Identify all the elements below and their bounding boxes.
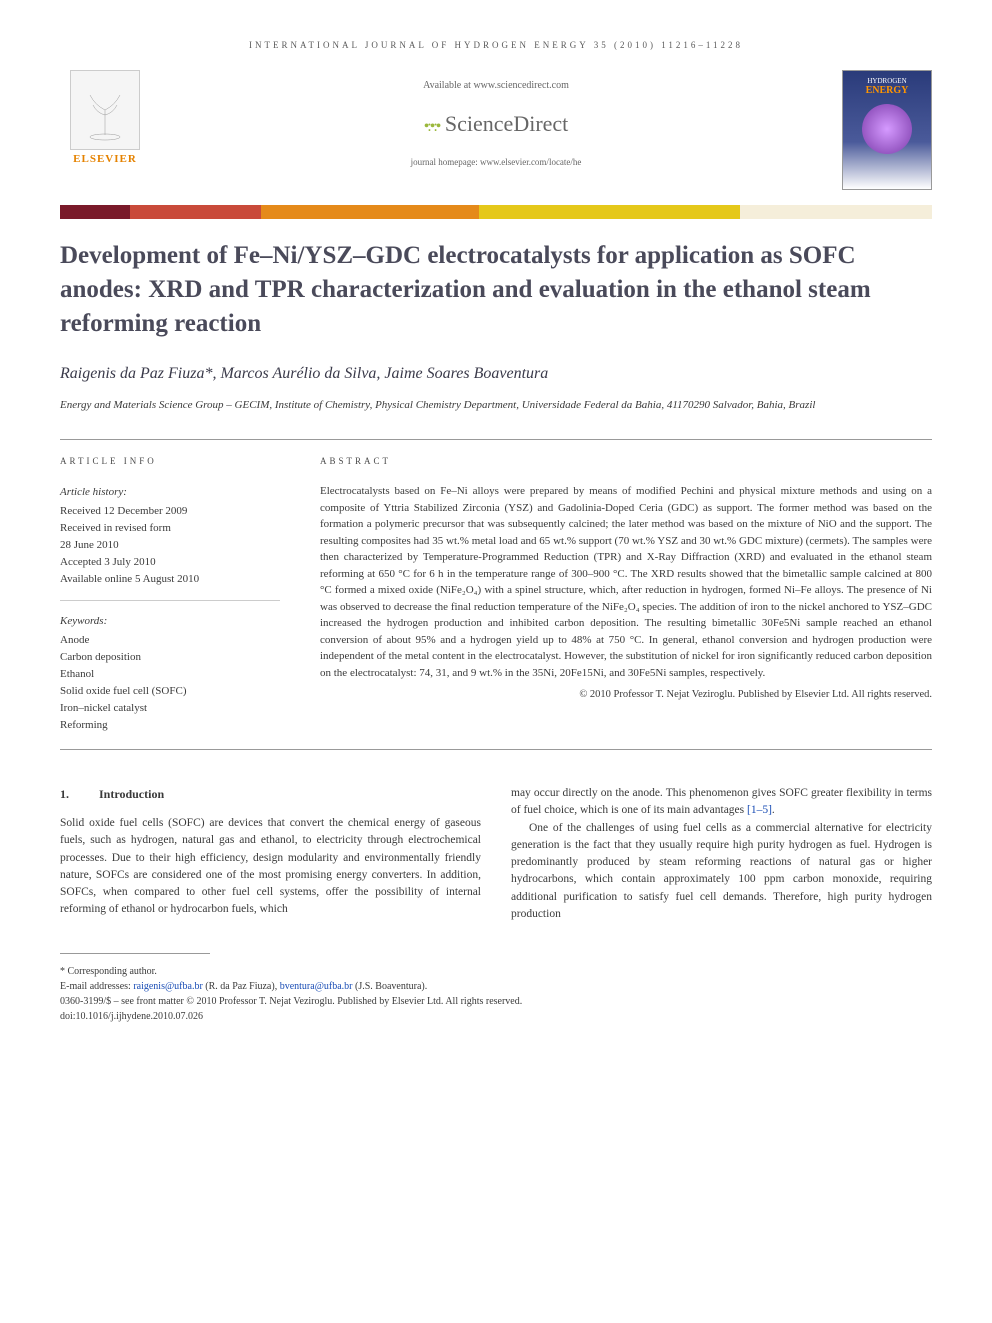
keyword-line: Ethanol xyxy=(60,666,280,683)
keywords-label: Keywords: xyxy=(60,613,280,630)
abstract-heading: ABSTRACT xyxy=(320,455,932,469)
sciencedirect-text: ScienceDirect xyxy=(445,111,568,136)
abstract-copyright: © 2010 Professor T. Nejat Veziroglu. Pub… xyxy=(320,687,932,703)
keyword-line: Reforming xyxy=(60,717,280,734)
cover-line1: HYDROGEN xyxy=(867,77,906,85)
color-seg-3 xyxy=(479,205,741,219)
abstract-column: ABSTRACT Electrocatalysts based on Fe–Ni… xyxy=(320,455,932,735)
body-text: may occur directly on the anode. This ph… xyxy=(511,787,932,816)
sciencedirect-dots-icon: •:•:• xyxy=(424,118,440,135)
keyword-line: Solid oxide fuel cell (SOFC) xyxy=(60,683,280,700)
history-line: Received 12 December 2009 xyxy=(60,503,280,520)
elsevier-logo-block: ELSEVIER xyxy=(60,70,150,165)
color-seg-0 xyxy=(60,205,130,219)
history-line: Accepted 3 July 2010 xyxy=(60,554,280,571)
body-paragraph: One of the challenges of using fuel cell… xyxy=(511,820,932,924)
footer-divider xyxy=(60,953,210,954)
history-line: Received in revised form xyxy=(60,520,280,537)
body-column-right: may occur directly on the anode. This ph… xyxy=(511,785,932,923)
doi-line: doi:10.1016/j.ijhydene.2010.07.026 xyxy=(60,1009,932,1024)
color-seg-4 xyxy=(740,205,932,219)
authors-line: Raigenis da Paz Fiuza*, Marcos Aurélio d… xyxy=(60,365,932,383)
email-name: (R. da Paz Fiuza), xyxy=(203,981,280,992)
available-at-text: Available at www.sciencedirect.com xyxy=(150,80,842,91)
banner-center: Available at www.sciencedirect.com •:•:•… xyxy=(150,70,842,177)
email-link[interactable]: bventura@ufba.br xyxy=(280,981,353,992)
abstract-text: Electrocatalysts based on Fe–Ni alloys w… xyxy=(320,483,932,681)
article-info-heading: ARTICLE INFO xyxy=(60,455,280,469)
section-heading: 1. Introduction xyxy=(60,785,481,803)
keyword-line: Iron–nickel catalyst xyxy=(60,700,280,717)
history-line: Available online 5 August 2010 xyxy=(60,571,280,588)
cover-circle-graphic xyxy=(862,104,912,154)
body-text: . xyxy=(772,804,775,816)
keyword-line: Carbon deposition xyxy=(60,649,280,666)
color-seg-1 xyxy=(130,205,261,219)
email-line: E-mail addresses: raigenis@ufba.br (R. d… xyxy=(60,979,932,994)
body-columns: 1. Introduction Solid oxide fuel cells (… xyxy=(60,785,932,923)
top-banner: ELSEVIER Available at www.sciencedirect.… xyxy=(60,70,932,190)
body-column-left: 1. Introduction Solid oxide fuel cells (… xyxy=(60,785,481,923)
keyword-line: Anode xyxy=(60,632,280,649)
journal-homepage-text: journal homepage: www.elsevier.com/locat… xyxy=(150,157,842,167)
section-number: 1. xyxy=(60,785,69,803)
email-name: (J.S. Boaventura). xyxy=(353,981,428,992)
affiliation-line: Energy and Materials Science Group – GEC… xyxy=(60,398,932,413)
cover-line2: ENERGY xyxy=(866,85,909,96)
reference-link[interactable]: [1–5] xyxy=(747,804,772,816)
section-title: Introduction xyxy=(99,785,164,803)
emails-label: E-mail addresses: xyxy=(60,981,133,992)
info-abstract-row: ARTICLE INFO Article history: Received 1… xyxy=(60,439,932,751)
body-paragraph: Solid oxide fuel cells (SOFC) are device… xyxy=(60,815,481,919)
elsevier-tree-icon xyxy=(70,70,140,150)
info-divider xyxy=(60,600,280,601)
body-paragraph: may occur directly on the anode. This ph… xyxy=(511,785,932,820)
issn-copyright-line: 0360-3199/$ – see front matter © 2010 Pr… xyxy=(60,994,932,1009)
sciencedirect-logo[interactable]: •:•:• ScienceDirect xyxy=(150,111,842,137)
footer-block: * Corresponding author. E-mail addresses… xyxy=(60,964,932,1024)
journal-header-citation: INTERNATIONAL JOURNAL OF HYDROGEN ENERGY… xyxy=(60,40,932,50)
article-history-label: Article history: xyxy=(60,484,280,501)
section-color-bar xyxy=(60,205,932,219)
journal-cover-thumbnail: HYDROGEN ENERGY xyxy=(842,70,932,190)
email-link[interactable]: raigenis@ufba.br xyxy=(133,981,202,992)
elsevier-label: ELSEVIER xyxy=(73,153,137,165)
history-line: 28 June 2010 xyxy=(60,537,280,554)
article-info-column: ARTICLE INFO Article history: Received 1… xyxy=(60,455,280,735)
color-seg-2 xyxy=(261,205,479,219)
corresponding-author-note: * Corresponding author. xyxy=(60,964,932,979)
article-title: Development of Fe–Ni/YSZ–GDC electrocata… xyxy=(60,239,932,340)
